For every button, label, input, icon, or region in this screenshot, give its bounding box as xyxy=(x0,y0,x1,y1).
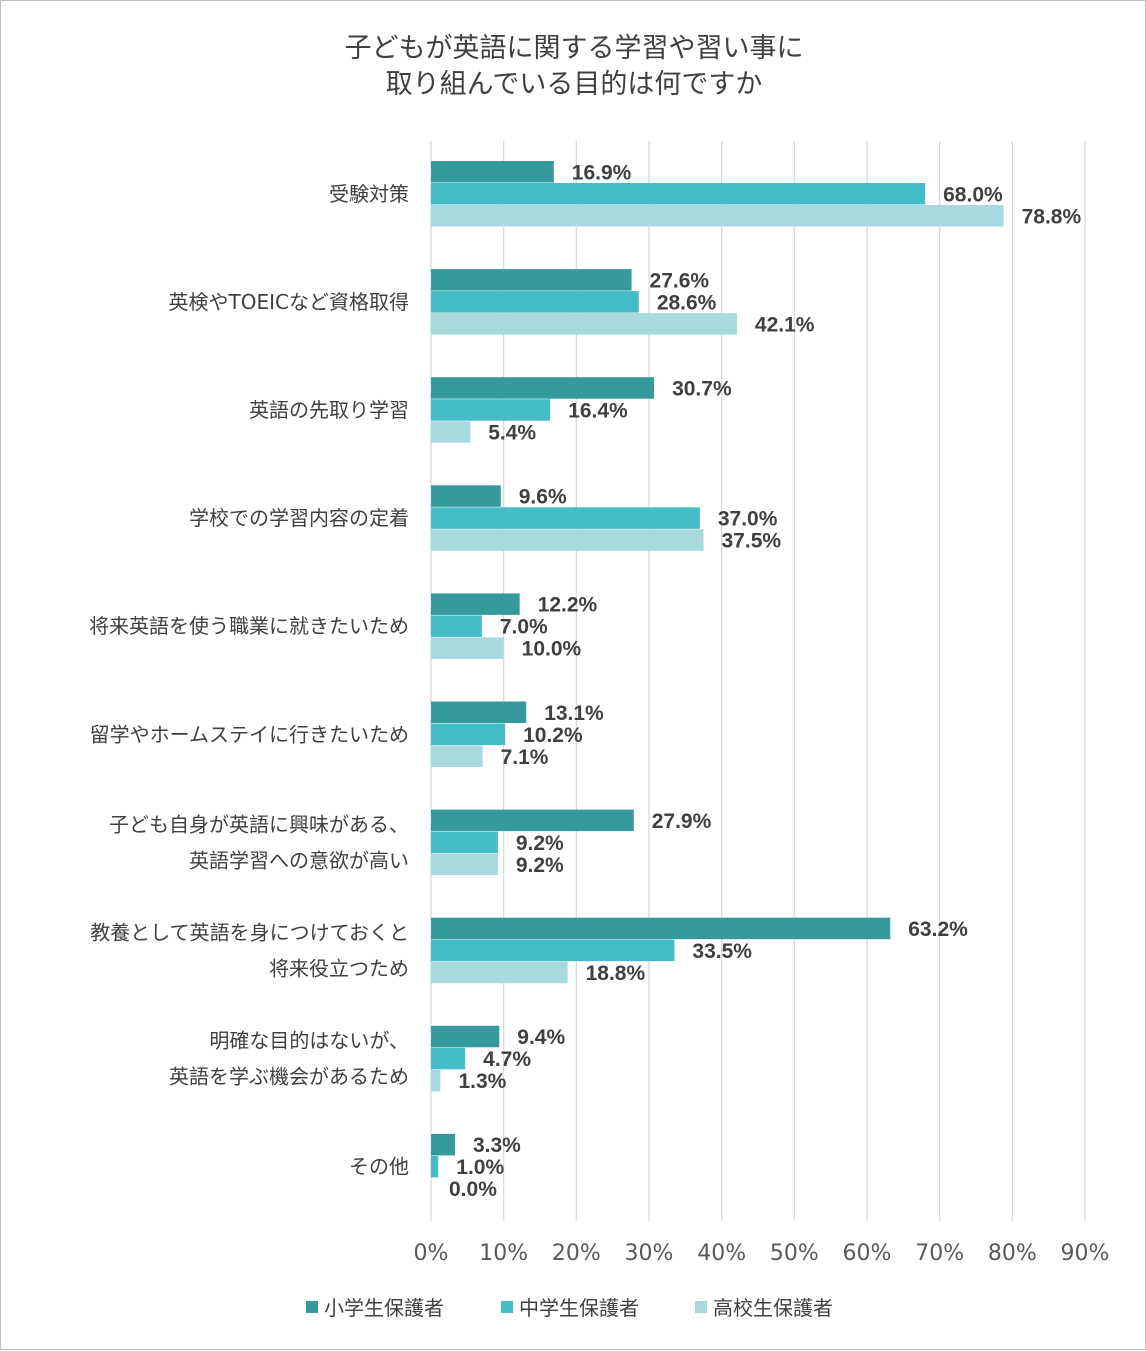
data-label: 68.0% xyxy=(943,183,1003,206)
data-label: 10.2% xyxy=(523,724,583,747)
legend-swatch xyxy=(501,1301,513,1313)
legend-label: 中学生保護者 xyxy=(519,1296,639,1320)
category-label: その他 xyxy=(349,1155,409,1179)
category-label: 英語学習への意欲が高い xyxy=(189,848,409,872)
data-label: 42.1% xyxy=(755,313,815,336)
legend-swatch xyxy=(695,1301,707,1313)
bar xyxy=(431,1025,500,1048)
bar xyxy=(431,1133,455,1156)
x-tick-label: 60% xyxy=(843,1241,892,1266)
bar xyxy=(431,183,926,205)
data-label: 12.2% xyxy=(538,594,598,617)
bar xyxy=(431,809,634,832)
bar xyxy=(431,1155,439,1178)
data-label: 7.0% xyxy=(500,616,548,639)
legend-swatch xyxy=(306,1301,318,1313)
bar xyxy=(431,421,471,443)
x-tick-label: 10% xyxy=(479,1241,528,1266)
category-label: 将来英語を使う職業に就きたいため xyxy=(89,614,409,638)
bar xyxy=(431,701,527,723)
bar xyxy=(431,399,551,421)
bar xyxy=(431,593,520,615)
bar xyxy=(431,1047,466,1070)
bar xyxy=(431,723,506,745)
category-label: 学校での学習内容の定着 xyxy=(189,506,409,530)
data-label: 9.2% xyxy=(516,854,564,877)
x-tick-label: 0% xyxy=(414,1241,449,1266)
bar xyxy=(431,291,639,313)
data-label: 18.8% xyxy=(586,962,646,985)
data-label: 7.1% xyxy=(501,746,549,769)
x-tick-label: 20% xyxy=(552,1241,601,1266)
bar xyxy=(431,615,482,637)
category-label: 将来役立つため xyxy=(269,956,409,980)
x-tick-label: 30% xyxy=(625,1241,674,1266)
category-label: 留学やホームステイに行きたいため xyxy=(90,722,409,746)
bar xyxy=(431,917,891,940)
data-label: 5.4% xyxy=(488,421,536,444)
x-tick-label: 70% xyxy=(915,1241,964,1266)
bar xyxy=(431,939,675,962)
data-label: 27.6% xyxy=(650,269,710,292)
data-label: 37.0% xyxy=(718,508,778,531)
data-label: 9.2% xyxy=(516,832,564,855)
data-label: 27.9% xyxy=(652,810,712,833)
data-label: 9.4% xyxy=(517,1026,565,1049)
category-label: 子ども自身が英語に興味がある、 xyxy=(109,812,409,836)
data-label: 1.0% xyxy=(456,1156,504,1179)
legend-label: 高校生保護者 xyxy=(713,1296,833,1320)
category-label: 英語の先取り学習 xyxy=(249,398,409,422)
bar xyxy=(431,853,498,876)
data-label: 33.5% xyxy=(692,940,752,963)
data-label: 16.4% xyxy=(568,399,628,422)
category-label: 明確な目的はないが、 xyxy=(209,1029,409,1053)
category-label: 教養として英語を身につけておくと xyxy=(90,920,409,944)
bar xyxy=(431,269,632,291)
x-tick-label: 90% xyxy=(1061,1241,1110,1266)
data-label: 3.3% xyxy=(473,1134,521,1157)
bars xyxy=(431,161,1004,1178)
bar xyxy=(431,637,504,659)
data-label: 63.2% xyxy=(908,918,968,941)
x-tick-label: 40% xyxy=(697,1241,746,1266)
data-label: 0.0% xyxy=(449,1178,497,1201)
category-label: 英語を学ぶ機会があるため xyxy=(169,1065,409,1089)
data-label: 1.3% xyxy=(458,1070,506,1093)
category-label: 受験対策 xyxy=(329,182,409,206)
bar xyxy=(431,831,498,854)
bar xyxy=(431,529,704,551)
bar xyxy=(431,161,554,183)
legend-label: 小学生保護者 xyxy=(324,1296,444,1320)
data-label: 10.0% xyxy=(522,638,582,661)
bar xyxy=(431,313,737,335)
data-label: 37.5% xyxy=(722,530,782,553)
bar xyxy=(431,205,1004,227)
bar xyxy=(431,507,700,529)
bar xyxy=(431,1069,441,1092)
data-label: 9.6% xyxy=(519,486,567,509)
data-label: 30.7% xyxy=(672,377,732,400)
bar xyxy=(431,961,568,984)
chart-title-line: 子どもが英語に関する学習や習い事に xyxy=(345,33,804,64)
data-label: 4.7% xyxy=(483,1048,531,1071)
data-label: 28.6% xyxy=(657,291,717,314)
data-label: 78.8% xyxy=(1022,205,1082,228)
bar xyxy=(431,485,501,507)
data-label: 13.1% xyxy=(544,702,604,725)
data-label: 16.9% xyxy=(572,161,632,184)
chart-title-line: 取り組んでいる目的は何ですか xyxy=(386,69,763,100)
bar xyxy=(431,377,655,399)
category-label: 英検やTOEICなど資格取得 xyxy=(169,290,409,314)
bar xyxy=(431,745,483,767)
x-tick-label: 80% xyxy=(988,1241,1037,1266)
x-tick-label: 50% xyxy=(770,1241,819,1266)
